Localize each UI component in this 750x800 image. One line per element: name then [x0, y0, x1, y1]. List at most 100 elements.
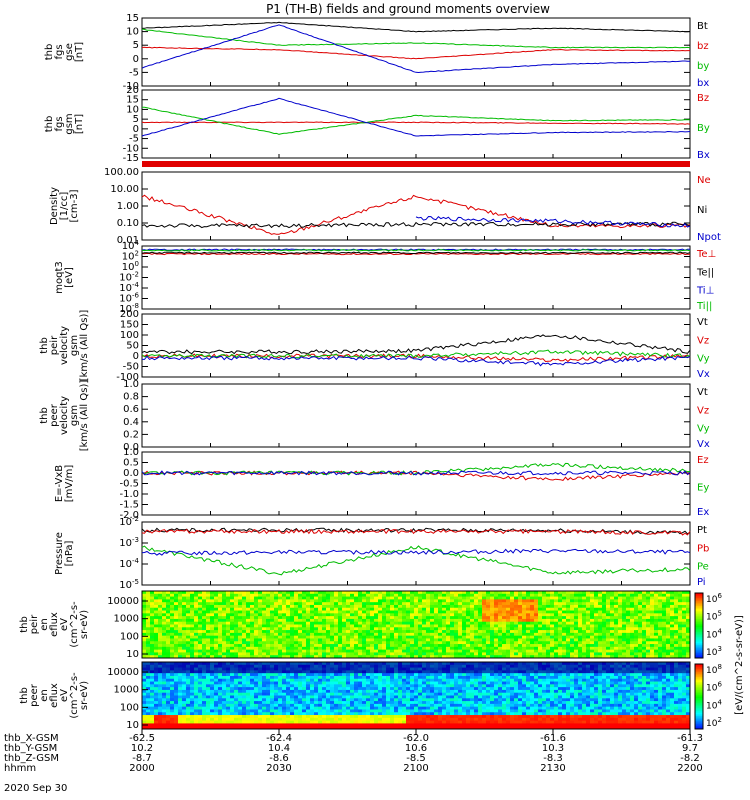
heatmap-cell [306, 591, 311, 595]
heatmap-cell [170, 706, 175, 710]
heatmap-cell [354, 632, 359, 637]
heatmap-cell [234, 635, 239, 639]
heatmap-cell [230, 723, 235, 727]
y-axis-label-line: [eV] [64, 267, 75, 288]
heatmap-cell [362, 678, 367, 682]
heatmap-cell [342, 604, 347, 609]
heatmap-cell [222, 632, 227, 637]
heatmap-cell [286, 630, 291, 634]
heatmap-cell [650, 599, 655, 603]
heatmap-cell [638, 618, 643, 623]
heatmap-cell [190, 621, 195, 625]
heatmap-cell [230, 715, 235, 719]
heatmap-cell [466, 616, 471, 620]
heatmap-cell [338, 662, 343, 666]
heatmap-cell [610, 602, 615, 606]
heatmap-cell [666, 607, 671, 611]
heatmap-cell [222, 673, 227, 677]
heatmap-cell [146, 616, 151, 620]
heatmap-cell [318, 723, 323, 727]
heatmap-cell [646, 602, 651, 606]
heatmap-cell [582, 635, 587, 639]
heatmap-cell [438, 624, 443, 628]
heatmap-cell [494, 602, 499, 606]
heatmap-cell [166, 641, 171, 645]
heatmap-cell [346, 703, 351, 708]
heatmap-cell [162, 652, 167, 656]
heatmap-cell [470, 630, 475, 634]
heatmap-cell [474, 638, 479, 642]
heatmap-cell [514, 644, 519, 648]
series-line-Te [141, 252, 691, 256]
heatmap-cell [166, 616, 171, 620]
heatmap-cell [458, 649, 463, 653]
heatmap-cell [306, 695, 311, 699]
heatmap-cell [294, 717, 299, 722]
heatmap-cell [174, 638, 179, 642]
heatmap-cell [562, 646, 567, 651]
heatmap-cell [502, 599, 507, 603]
heatmap-cell [342, 687, 347, 691]
heatmap-cell [498, 618, 503, 623]
heatmap-cell [442, 616, 447, 620]
heatmap-cell [402, 602, 407, 606]
heatmap-cell [298, 616, 303, 620]
heatmap-cell [218, 678, 223, 682]
heatmap-cell [658, 646, 663, 651]
heatmap-cell [434, 644, 439, 648]
heatmap-cell [170, 689, 175, 694]
heatmap-cell [258, 610, 263, 614]
heatmap-cell [510, 632, 515, 637]
heatmap-cell [638, 655, 643, 659]
heatmap-cell [642, 627, 647, 631]
heatmap-cell [274, 638, 279, 642]
heatmap-cell [686, 591, 691, 595]
heatmap-cell [386, 649, 391, 653]
heatmap-cell [630, 616, 635, 620]
heatmap-cell [154, 607, 159, 611]
heatmap-cell [474, 602, 479, 606]
heatmap-cell [418, 632, 423, 637]
heatmap-cell [326, 604, 331, 609]
heatmap-cell [274, 652, 279, 656]
heatmap-cell [566, 604, 571, 609]
heatmap-cell [386, 610, 391, 614]
heatmap-cell [158, 630, 163, 634]
heatmap-cell [654, 613, 659, 617]
heatmap-cell [546, 641, 551, 645]
heatmap-cell [238, 670, 243, 674]
heatmap-cell [570, 655, 575, 659]
heatmap-cell [362, 646, 367, 651]
heatmap-cell [562, 649, 567, 653]
heatmap-cell [234, 720, 239, 724]
heatmap-cell [174, 624, 179, 628]
heatmap-cell [438, 627, 443, 631]
heatmap-cell [314, 678, 319, 682]
heatmap-cell [202, 604, 207, 609]
heatmap-cell [150, 655, 155, 659]
heatmap-cell [178, 604, 183, 609]
heatmap-cell [262, 596, 267, 600]
heatmap-cell [450, 644, 455, 648]
heatmap-cell [346, 723, 351, 727]
heatmap-cell [282, 670, 287, 674]
heatmap-cell [302, 684, 307, 688]
heatmap-cell [266, 593, 271, 597]
heatmap-cell [174, 644, 179, 648]
heatmap-cell [170, 627, 175, 631]
heatmap-cell [354, 652, 359, 656]
heatmap-cell [150, 723, 155, 727]
heatmap-cell [534, 635, 539, 639]
heatmap-cell [262, 701, 267, 705]
heatmap-cell [602, 604, 607, 609]
heatmap-cell [602, 638, 607, 642]
heatmap-cell [294, 593, 299, 597]
heatmap-cell [210, 684, 215, 688]
heatmap-cell [474, 655, 479, 659]
heatmap-cell [358, 632, 363, 637]
heatmap-cell [290, 687, 295, 691]
heatmap-cell [398, 621, 403, 625]
heatmap-cell [166, 655, 171, 659]
heatmap-cell [258, 717, 263, 722]
heatmap-cell [394, 644, 399, 648]
